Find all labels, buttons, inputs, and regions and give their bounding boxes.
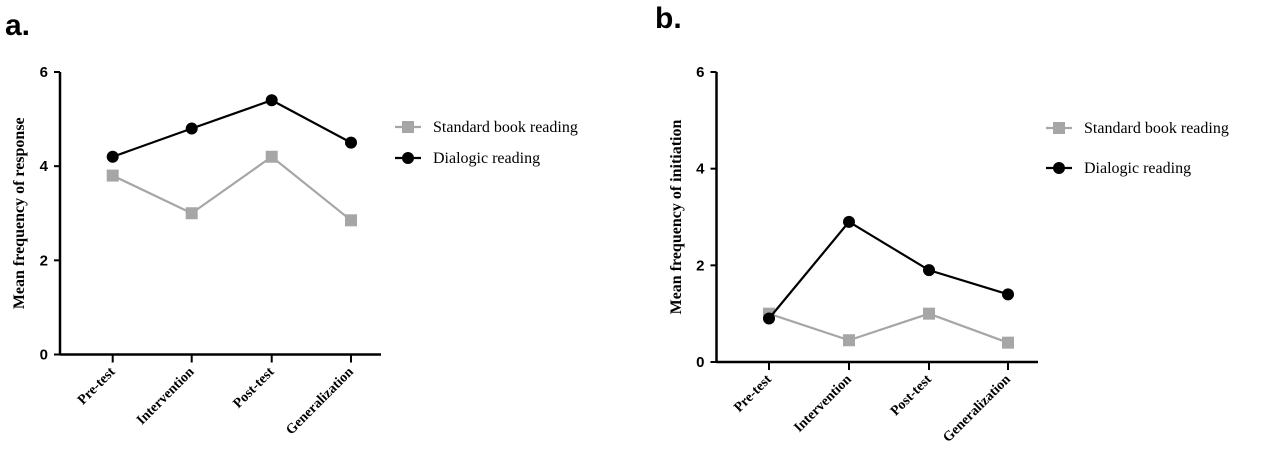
data-point-square: [106, 169, 119, 182]
x-tick-label: Post-test: [888, 372, 935, 419]
series-line: [112, 155, 352, 222]
series-line: [112, 99, 352, 158]
data-point-circle: [763, 312, 775, 325]
y-tick-label: 6: [696, 64, 704, 81]
x-tick-label: Intervention: [134, 365, 198, 429]
chart-panel-a: a. 0 2 4 6 Pre-test Intervention Post-test Gener…: [5, 9, 578, 438]
chart-panel-b: b. 0 2 4 6 Pre-test Intervention Post-test Gener…: [655, 2, 1229, 446]
data-point-square: [345, 214, 357, 227]
y-tick-label: 0: [696, 354, 704, 371]
y-axis-label: Mean frequency of initiation: [668, 120, 685, 315]
legend-label: Dialogic reading: [1084, 160, 1191, 177]
data-point-square: [185, 207, 198, 220]
y-tick-label: 2: [40, 252, 48, 269]
legend-label: Dialogic reading: [433, 150, 540, 167]
legend-marker-square: [402, 121, 414, 133]
legend-marker-circle: [1053, 162, 1065, 174]
panel-label: b.: [655, 2, 682, 35]
y-tick-label: 2: [696, 257, 704, 274]
data-point-circle: [185, 122, 198, 135]
series-line: [768, 312, 1009, 344]
data-point-circle: [106, 150, 119, 163]
x-tick-label: Generalization: [941, 372, 1014, 445]
data-point-square: [265, 150, 278, 163]
y-tick-label: 6: [40, 64, 48, 81]
y-tick-label: 4: [40, 158, 49, 175]
legend-label: Standard book reading: [433, 119, 578, 136]
y-axis-label: Mean frequency of response: [11, 117, 28, 309]
data-point-circle: [345, 136, 357, 149]
data-point-square: [1002, 336, 1014, 349]
data-point-square: [923, 307, 935, 320]
data-point-circle: [843, 215, 855, 228]
y-tick-label: 4: [696, 161, 705, 178]
data-point-square: [843, 334, 855, 347]
panel-label: a.: [5, 9, 30, 42]
x-tick-label: Pre-test: [731, 372, 775, 416]
legend-label: Standard book reading: [1084, 120, 1229, 137]
x-tick-label: Pre-test: [75, 364, 119, 408]
y-tick-label: 0: [40, 347, 48, 364]
legend-marker-circle: [402, 152, 414, 164]
series-line: [768, 220, 1009, 320]
data-point-circle: [1002, 288, 1014, 301]
x-tick-label: Generalization: [284, 365, 357, 438]
data-point-circle: [265, 94, 278, 107]
data-point-circle: [923, 264, 935, 277]
x-tick-label: Intervention: [791, 372, 855, 436]
x-tick-label: Post-test: [231, 364, 278, 411]
legend-marker-square: [1053, 122, 1065, 134]
